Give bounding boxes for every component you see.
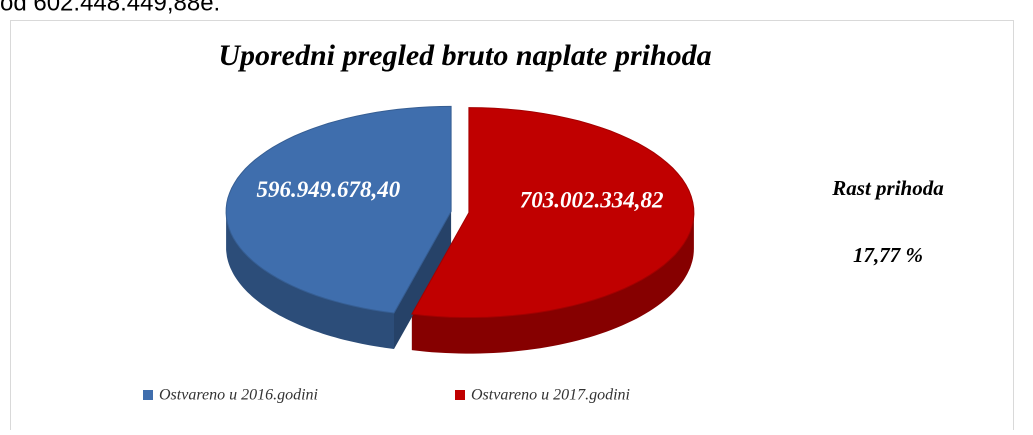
legend-label: Ostvareno u 2016.godini (159, 387, 318, 404)
legend-label: Ostvareno u 2017.godini (471, 387, 630, 404)
slice-side (411, 212, 694, 354)
legend-swatch (143, 390, 153, 400)
slice-side (226, 211, 394, 349)
slice-side (394, 211, 452, 349)
slice (225, 105, 452, 314)
data-label: 596.949.678,40 (256, 177, 400, 202)
document-text: od 602.448.449,88e. (0, 0, 220, 16)
chart-title: Uporedni pregled bruto naplate prihoda (218, 39, 711, 72)
data-label: 703.002.334,82 (520, 188, 664, 213)
annotation: 17,77 % (853, 243, 923, 267)
legend-swatch (455, 390, 465, 400)
slice (411, 107, 695, 318)
annotation: Rast prihoda (831, 176, 943, 200)
